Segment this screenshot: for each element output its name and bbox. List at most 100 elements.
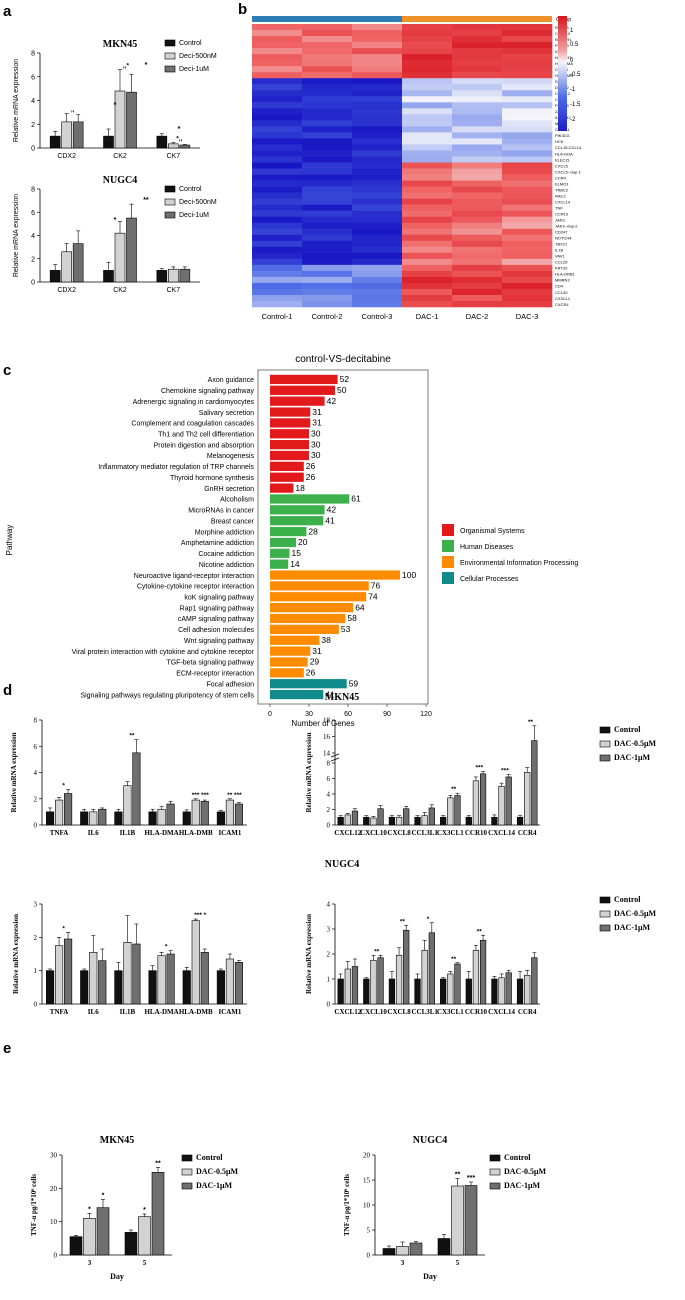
heatmap-cell	[502, 204, 553, 211]
y-tick-label: 10	[50, 1218, 58, 1226]
heatmap-cell	[452, 174, 503, 181]
heatmap-cell	[252, 222, 303, 230]
y-tick-label: 14	[323, 750, 331, 758]
heatmap-cell	[502, 216, 553, 224]
bar-value-label: 42	[327, 396, 337, 406]
heatmap-cell	[452, 240, 503, 248]
bar	[428, 932, 435, 1005]
pathway-label: Amphetamine addiction	[181, 540, 254, 547]
bar	[138, 1216, 151, 1256]
bar	[132, 943, 141, 1005]
x-tick-label: ICAM1	[218, 829, 241, 837]
bar	[351, 966, 359, 1005]
bar	[337, 978, 344, 1005]
bar	[55, 799, 64, 826]
heatmap-cell	[352, 30, 403, 37]
pathway-label: Axon guidance	[208, 377, 254, 384]
legend-swatch	[164, 65, 176, 73]
heatmap-cell	[402, 78, 453, 85]
pathway-bar	[270, 374, 338, 385]
heatmap-cell	[452, 78, 503, 85]
legend-label: Deci-500nM	[179, 53, 217, 60]
bar	[148, 970, 157, 1005]
pathway-label: Cell adhesion molecules	[178, 627, 254, 634]
heatmap-cell	[252, 156, 303, 163]
bar-value-label: 29	[310, 657, 320, 667]
heatmap-column-label: DAC-2	[466, 312, 489, 321]
bar	[157, 808, 166, 826]
bar	[531, 740, 538, 826]
bar	[396, 1246, 409, 1256]
bar	[428, 807, 435, 826]
heatmap-row-label: HCK	[555, 139, 564, 144]
bar	[200, 952, 209, 1005]
bar	[531, 957, 538, 1005]
heatmap-cell	[452, 180, 503, 187]
x-tick-label: ICAM1	[218, 1008, 241, 1016]
pathway-bar	[270, 483, 294, 493]
heatmap-cell	[302, 180, 353, 187]
y-axis-label: Relative mRNA expression	[13, 194, 20, 277]
bar-value-label: 31	[312, 646, 322, 656]
heatmap-cell	[402, 36, 453, 43]
pathway-bar	[270, 559, 289, 569]
x-tick-label: CCR10	[465, 1008, 488, 1016]
heatmap-row-label: CD4	[555, 284, 564, 289]
x-tick-label: CCR4	[518, 1008, 537, 1016]
heatmap-cell	[302, 288, 353, 296]
legend-swatch	[181, 1168, 193, 1176]
section-title: MKN45	[325, 692, 359, 703]
bar	[414, 978, 421, 1005]
legend-label: Human Diseases	[460, 544, 514, 551]
heatmap-cell	[352, 96, 403, 103]
heatmap-cell	[452, 132, 503, 139]
y-tick-label: 8	[31, 51, 35, 58]
bar	[351, 810, 359, 826]
heatmap-cell	[252, 66, 303, 73]
pathway-bar	[270, 657, 308, 667]
heatmap-cell	[402, 282, 453, 290]
panel-letter-e: e	[3, 1040, 12, 1057]
bar	[103, 135, 114, 149]
x-tick-label: CDX2	[57, 287, 76, 294]
heatmap-cell	[352, 174, 403, 181]
heatmap-cell	[402, 144, 453, 151]
bar-value-label: 42	[327, 505, 337, 515]
heatmap-row-label: CCL20	[555, 290, 568, 295]
bar	[166, 803, 175, 826]
y-tick-label: 3	[34, 901, 38, 909]
heatmap-cell	[452, 204, 503, 211]
y-tick-label: 1	[327, 976, 331, 984]
heatmap-cell	[452, 108, 503, 115]
bar	[72, 243, 84, 283]
bar	[516, 978, 524, 1005]
heatmap-cell	[252, 102, 303, 109]
heatmap-row-label: TBX21	[555, 242, 568, 247]
y-tick-label: 4	[327, 791, 331, 799]
bar	[61, 251, 72, 283]
x-tick-label: 120	[420, 711, 432, 718]
heatmap-cell	[402, 24, 453, 31]
pathway-label: Morphine addiction	[195, 529, 254, 536]
pathway-label: cAMP signaling pathway	[178, 616, 255, 623]
bar	[472, 949, 480, 1005]
x-tick-label: CCL3L1	[411, 1008, 438, 1016]
heatmap-cell	[352, 138, 403, 145]
heatmap-cell	[402, 72, 453, 79]
heatmap-cell	[302, 198, 353, 205]
pathway-bar	[270, 440, 309, 450]
heatmap-cell	[502, 96, 553, 103]
pathway-bar	[270, 635, 320, 645]
y-tick-label: 8	[34, 717, 38, 725]
heatmap-cell	[302, 174, 353, 181]
heatmap-cell	[402, 108, 453, 115]
significance-mark: ,,*	[123, 63, 130, 70]
heatmap-cell	[252, 282, 303, 290]
heatmap-cell	[502, 246, 553, 254]
heatmap-cell	[452, 102, 503, 109]
significance-mark: **	[155, 1160, 161, 1167]
heatmap-cell	[402, 114, 453, 121]
bar	[114, 232, 126, 283]
y-tick-label: 2	[34, 934, 38, 942]
significance-mark: **	[143, 197, 149, 204]
